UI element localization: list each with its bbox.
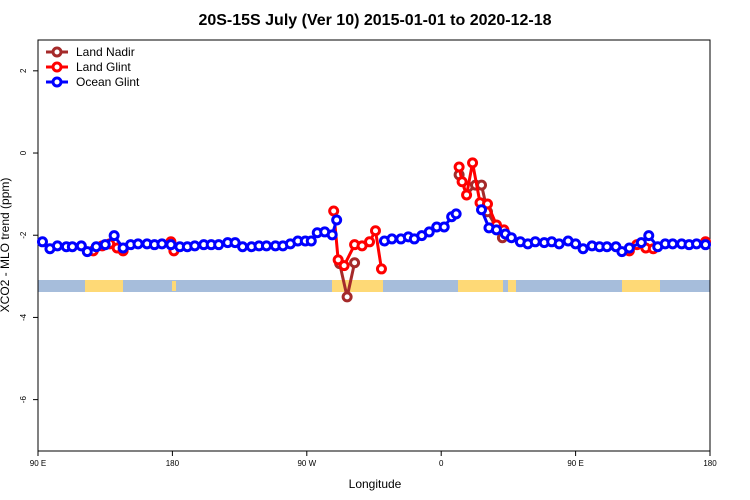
x-tick-label: 90 W: [297, 459, 316, 468]
point: [237, 241, 249, 253]
point: [461, 189, 473, 201]
point: [691, 238, 703, 250]
land-band: [85, 280, 123, 292]
point: [476, 204, 488, 216]
land-band: [508, 280, 516, 292]
point: [369, 225, 381, 237]
land-band: [332, 280, 383, 292]
x-tick-label: 90 E: [567, 459, 583, 468]
point: [601, 241, 613, 253]
point: [90, 241, 102, 253]
chart-title: 20S-15S July (Ver 10) 2015-01-01 to 2020…: [198, 12, 551, 29]
point: [553, 238, 565, 250]
point: [505, 232, 517, 244]
surface-band: [38, 280, 710, 292]
point: [643, 230, 655, 242]
point: [438, 221, 450, 233]
point: [386, 233, 398, 245]
legend-marker: [51, 46, 63, 58]
point: [338, 260, 350, 272]
point: [260, 240, 272, 252]
point: [623, 242, 635, 254]
point: [213, 239, 225, 251]
x-tick-label: 0: [439, 459, 444, 468]
point: [165, 239, 177, 251]
point: [36, 236, 48, 248]
legend-label: Land Nadir: [76, 45, 135, 59]
y-tick-label: 0: [19, 150, 28, 155]
legend-marker: [51, 61, 63, 73]
land-band: [622, 280, 660, 292]
point: [577, 243, 589, 255]
point: [81, 246, 93, 258]
point: [349, 257, 361, 269]
point: [375, 263, 387, 275]
point: [453, 161, 465, 173]
point: [467, 157, 479, 169]
point: [99, 239, 111, 251]
point: [635, 237, 647, 249]
series-line: [93, 163, 705, 269]
legend-label: Ocean Glint: [76, 75, 140, 89]
point: [331, 214, 343, 226]
point: [189, 240, 201, 252]
point: [132, 238, 144, 250]
point: [700, 239, 712, 251]
y-tick-label: 2: [19, 68, 28, 73]
x-axis-label: Longitude: [349, 477, 402, 491]
point: [476, 179, 488, 191]
point: [456, 176, 468, 188]
x-tick-label: 180: [166, 459, 180, 468]
legend-marker: [51, 76, 63, 88]
point: [490, 224, 502, 236]
point: [156, 238, 168, 250]
point: [326, 229, 338, 241]
point: [667, 238, 679, 250]
point: [529, 236, 541, 248]
y-axis-label: XCO2 - MLO trend (ppm): [0, 178, 12, 313]
legend-label: Land Glint: [76, 60, 131, 74]
x-tick-label: 180: [703, 459, 717, 468]
y-tick-label: -6: [19, 396, 28, 404]
x-tick-label: 90 E: [30, 459, 46, 468]
point: [570, 238, 582, 250]
point: [364, 236, 376, 248]
y-tick-label: -4: [19, 313, 28, 321]
point: [450, 208, 462, 220]
point: [51, 240, 63, 252]
point: [423, 226, 435, 238]
point: [328, 205, 340, 217]
point: [305, 235, 317, 247]
land-band: [172, 281, 176, 291]
point: [66, 241, 78, 253]
point: [108, 230, 120, 242]
point: [341, 291, 353, 303]
land-band: [458, 280, 503, 292]
y-tick-label: -2: [19, 231, 28, 239]
